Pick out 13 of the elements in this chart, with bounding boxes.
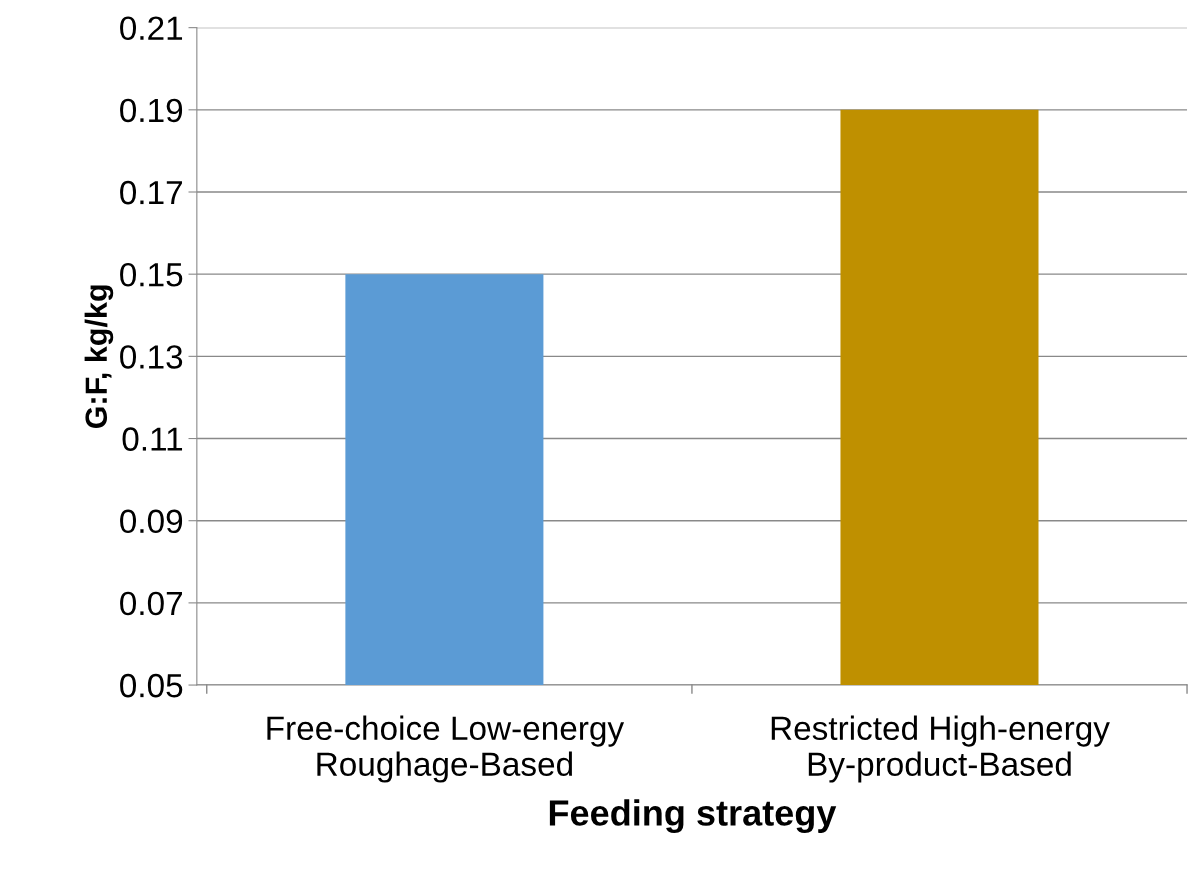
x-tick-label: Free-choice Low-energy Roughage-Based [267, 715, 625, 783]
y-tick-label: 0.15 [120, 262, 183, 287]
x-tick-label: Restricted High-energy By-product-Based [771, 715, 1110, 783]
y-tick-label: 0.21 [120, 16, 183, 41]
y-tick-label: 0.13 [120, 345, 183, 369]
y-tick-label: 0.19 [120, 98, 183, 123]
y-tick-label: 0.07 [120, 591, 182, 616]
x-axis-title: Feeding strategy [549, 799, 837, 834]
y-tick-label: 0.05 [120, 673, 183, 698]
y-axis-title: G:F, kg/kg [84, 285, 114, 429]
y-tick-label: 0.11 [122, 427, 183, 451]
y-tick-label: 0.17 [120, 180, 182, 205]
y-tick-label: 0.09 [120, 509, 183, 534]
